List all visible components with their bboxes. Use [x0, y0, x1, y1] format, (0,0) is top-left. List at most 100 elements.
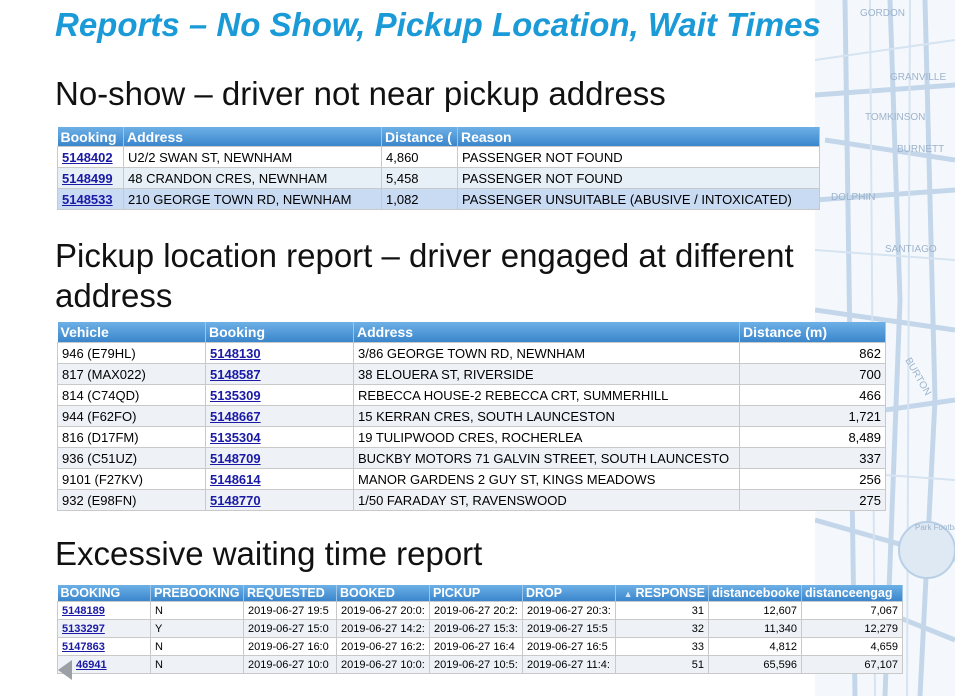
table-row: 946 (E79HL) 5148130 3/86 GEORGE TOWN RD, N…: [57, 342, 886, 364]
column-header-booking[interactable]: Booking: [205, 322, 354, 343]
table-row: 817 (MAX022) 5148587 38 ELOUERA ST, RIVERS…: [57, 363, 886, 385]
address-cell: 210 GEORGE TOWN RD, NEWNHAM: [123, 188, 382, 210]
distance-cell: 862: [739, 342, 886, 364]
column-header-requested[interactable]: REQUESTED: [243, 585, 337, 602]
address-cell: MANOR GARDENS 2 GUY ST, KINGS MEADOWS: [353, 468, 740, 490]
booking-cell: 5135309: [205, 384, 354, 406]
column-header-booking[interactable]: Booking: [57, 127, 124, 147]
map-label: TOMKINSON: [865, 112, 925, 123]
booking-link[interactable]: 5148130: [210, 345, 261, 361]
distance-cell: 4,860: [381, 146, 458, 168]
table-row: 936 (C51UZ) 5148709 BUCKBY MOTORS 71 GALVI…: [57, 447, 886, 469]
address-cell: 38 ELOUERA ST, RIVERSIDE: [353, 363, 740, 385]
booking-cell: 5148709: [205, 447, 354, 469]
requested-cell: 2019-06-27 16:0: [243, 637, 337, 656]
page-title: Reports – No Show, Pickup Location, Wait…: [55, 6, 821, 43]
column-header-drop[interactable]: DROP: [522, 585, 616, 602]
map-label: GRANVILLE: [890, 72, 946, 83]
address-cell: 3/86 GEORGE TOWN RD, NEWNHAM: [353, 342, 740, 364]
table-header-row: BOOKING PREBOOKING REQUESTED BOOKED PICK…: [57, 585, 903, 602]
booked-cell: 2019-06-27 10:0:: [336, 655, 430, 674]
booking-cell: 5135304: [205, 426, 354, 448]
vehicle-cell: 814 (C74QD): [57, 384, 206, 406]
distance-cell: 466: [739, 384, 886, 406]
distance-booked-cell: 65,596: [708, 655, 802, 674]
booking-link[interactable]: 5148533: [62, 191, 113, 207]
booking-link[interactable]: 5148667: [210, 408, 261, 424]
booking-link[interactable]: 5148770: [210, 492, 261, 508]
column-header-booking[interactable]: BOOKING: [57, 585, 151, 602]
response-cell: 33: [615, 637, 709, 656]
table-header-row: Vehicle Booking Address Distance (m): [57, 322, 886, 343]
booking-cell: 5147863: [57, 637, 151, 656]
distance-booked-cell: 4,812: [708, 637, 802, 656]
column-header-vehicle[interactable]: Vehicle: [57, 322, 206, 343]
column-header-booked[interactable]: BOOKED: [336, 585, 430, 602]
table-row: 5148499 48 CRANDON CRES, NEWNHAM 5,458 P…: [57, 167, 820, 189]
table-row: 5148402 U2/2 SWAN ST, NEWNHAM 4,860 PASS…: [57, 146, 820, 168]
noshow-heading: No-show – driver not near pickup address: [55, 75, 666, 112]
column-header-prebooking[interactable]: PREBOOKING: [150, 585, 244, 602]
table-row: 5148189 N 2019-06-27 19:5 2019-06-27 20:0: 2…: [57, 601, 903, 620]
table-header-row: Booking Address Distance ( Reason: [57, 127, 820, 147]
vehicle-cell: 816 (D17FM): [57, 426, 206, 448]
response-cell: 31: [615, 601, 709, 620]
booking-cell: 5148189: [57, 601, 151, 620]
back-arrow-icon[interactable]: [58, 660, 72, 680]
booking-link[interactable]: 5148709: [210, 450, 261, 466]
booking-cell: 5148402: [57, 146, 124, 168]
table-row: 932 (E98FN) 5148770 1/50 FARADAY ST, RAVEN…: [57, 489, 886, 511]
map-label: BURNETT: [897, 144, 944, 155]
booking-link[interactable]: 5148402: [62, 149, 113, 165]
distance-engaged-cell: 12,279: [801, 619, 903, 638]
distance-booked-cell: 11,340: [708, 619, 802, 638]
booking-cell: 5148587: [205, 363, 354, 385]
distance-cell: 256: [739, 468, 886, 490]
column-header-address[interactable]: Address: [353, 322, 740, 343]
booking-link[interactable]: 5147863: [62, 640, 105, 653]
pickup-heading-line2: address: [55, 277, 173, 314]
pickup-time-cell: 2019-06-27 15:3:: [429, 619, 523, 638]
column-header-distance[interactable]: Distance (: [381, 127, 458, 147]
column-header-distancebooked[interactable]: distancebooke: [708, 585, 802, 602]
distance-engaged-cell: 4,659: [801, 637, 903, 656]
noshow-table: Booking Address Distance ( Reason 514840…: [57, 127, 820, 210]
column-header-address[interactable]: Address: [123, 127, 382, 147]
booking-link[interactable]: 5133297: [62, 622, 105, 635]
address-cell: 1/50 FARADAY ST, RAVENSWOOD: [353, 489, 740, 511]
requested-cell: 2019-06-27 19:5: [243, 601, 337, 620]
booking-cell: 5133297: [57, 619, 151, 638]
column-header-distance[interactable]: Distance (m): [739, 322, 886, 343]
booking-link[interactable]: 5135304: [210, 429, 261, 445]
map-label: Park Football Club: [915, 523, 955, 532]
pickup-time-cell: 2019-06-27 10:5:: [429, 655, 523, 674]
prebooking-cell: Y: [150, 619, 244, 638]
column-header-response[interactable]: ▲ RESPONSE: [615, 585, 709, 602]
requested-cell: 2019-06-27 15:0: [243, 619, 337, 638]
booking-link[interactable]: 5148499: [62, 170, 113, 186]
prebooking-cell: N: [150, 655, 244, 674]
address-cell: 19 TULIPWOOD CRES, ROCHERLEA: [353, 426, 740, 448]
waiting-heading: Excessive waiting time report: [55, 535, 483, 572]
distance-cell: 275: [739, 489, 886, 511]
reason-cell: PASSENGER NOT FOUND: [457, 146, 820, 168]
table-row: 944 (F62FO) 5148667 15 KERRAN CRES, SOUTH …: [57, 405, 886, 427]
booking-link[interactable]: 5135309: [210, 387, 261, 403]
column-header-distanceengaged[interactable]: distanceengag: [801, 585, 903, 602]
column-header-reason[interactable]: Reason: [457, 127, 820, 147]
pickup-time-cell: 2019-06-27 16:4: [429, 637, 523, 656]
booking-link[interactable]: 5148189: [62, 604, 105, 617]
requested-cell: 2019-06-27 10:0: [243, 655, 337, 674]
column-header-pickup[interactable]: PICKUP: [429, 585, 523, 602]
address-cell: BUCKBY MOTORS 71 GALVIN STREET, SOUTH LA…: [353, 447, 740, 469]
booking-link[interactable]: 5148614: [210, 471, 261, 487]
map-label: GORDON: [860, 8, 905, 19]
table-row: 5148533 210 GEORGE TOWN RD, NEWNHAM 1,08…: [57, 188, 820, 210]
column-header-label: RESPONSE: [635, 586, 705, 600]
vehicle-cell: 817 (MAX022): [57, 363, 206, 385]
address-cell: U2/2 SWAN ST, NEWNHAM: [123, 146, 382, 168]
booking-link[interactable]: 5148587: [210, 366, 261, 382]
booking-link[interactable]: 46941: [76, 658, 107, 671]
distance-cell: 1,721: [739, 405, 886, 427]
drop-time-cell: 2019-06-27 11:4:: [522, 655, 616, 674]
